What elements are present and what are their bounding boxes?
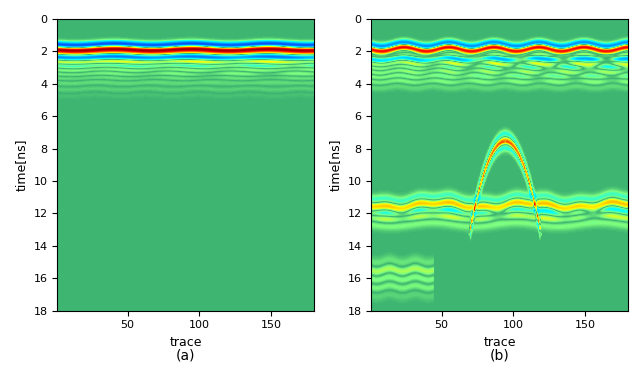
X-axis label: trace: trace	[170, 336, 202, 349]
Y-axis label: time[ns]: time[ns]	[329, 139, 342, 191]
X-axis label: trace: trace	[484, 336, 516, 349]
Text: (a): (a)	[176, 349, 195, 362]
Y-axis label: time[ns]: time[ns]	[15, 139, 28, 191]
Text: (b): (b)	[490, 349, 509, 362]
